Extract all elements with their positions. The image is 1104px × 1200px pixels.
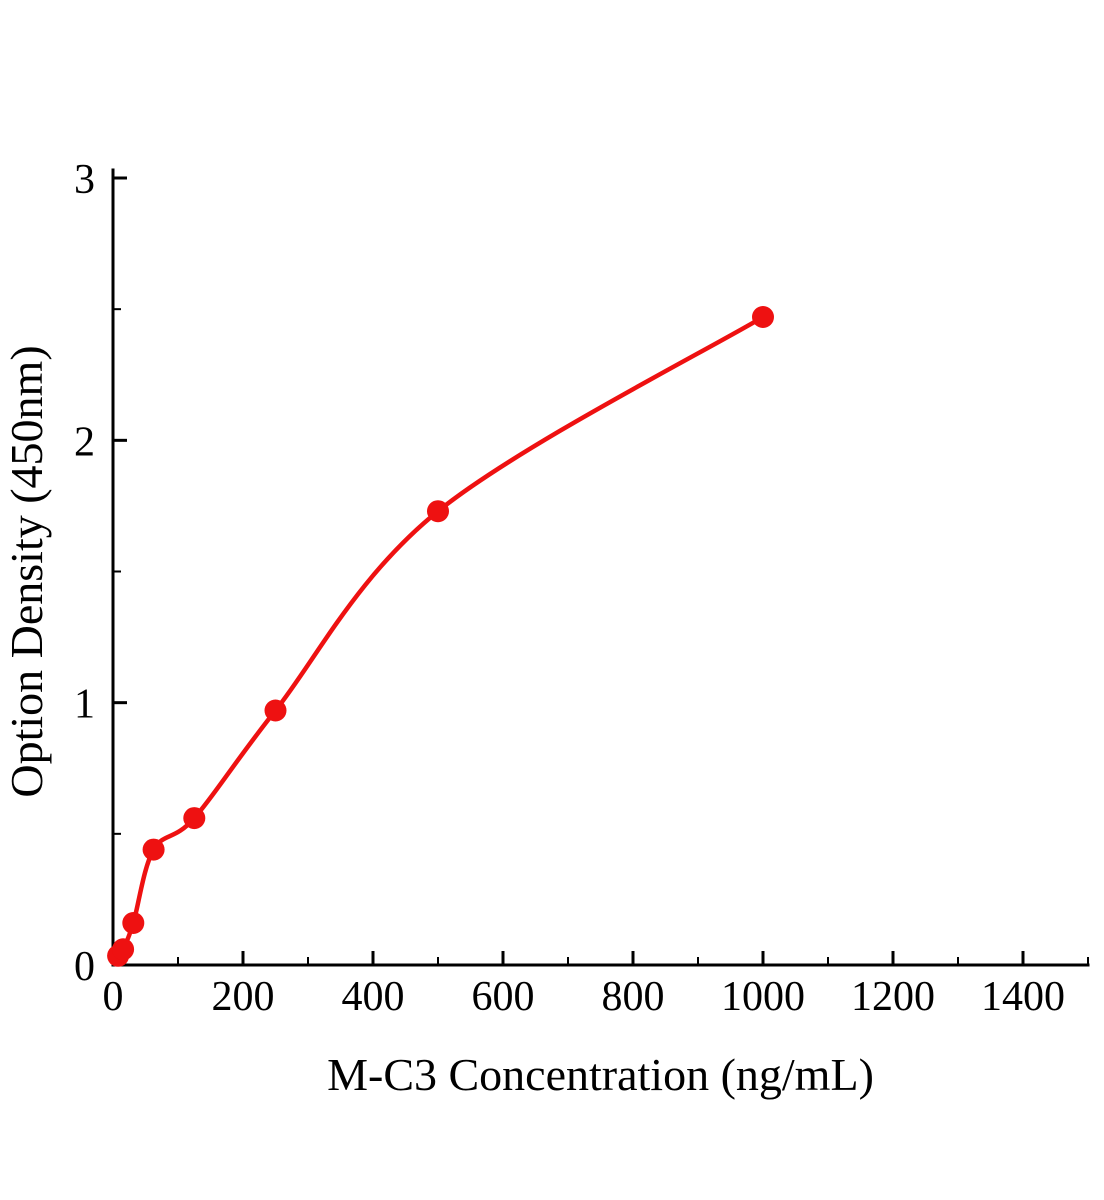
y-tick-label: 2 <box>74 419 95 465</box>
x-tick-label: 600 <box>472 974 535 1020</box>
axes-frame <box>111 168 1090 967</box>
data-point <box>122 912 145 934</box>
data-point <box>112 938 135 961</box>
x-tick-label: 800 <box>602 974 665 1020</box>
x-tick-label: 1000 <box>721 974 805 1020</box>
data-point <box>142 838 165 861</box>
data-point <box>752 306 774 328</box>
x-tick-label: 0 <box>103 974 124 1020</box>
y-tick-label: 3 <box>74 157 95 203</box>
fit-curve <box>115 314 766 959</box>
data-point <box>264 699 287 722</box>
y-tick-label: 1 <box>74 682 95 728</box>
data-point <box>183 807 206 830</box>
y-axis-title: Option Density (450nm) <box>1 345 52 797</box>
x-axis-title: M-C3 Concentration (ng/mL) <box>327 1049 874 1100</box>
x-tick-label: 1200 <box>851 974 935 1020</box>
x-tick-label: 400 <box>342 974 405 1020</box>
x-tick-label: 200 <box>212 974 275 1020</box>
data-point <box>427 500 449 523</box>
x-tick-label: 1400 <box>981 974 1065 1020</box>
y-tick-label: 0 <box>74 944 95 990</box>
